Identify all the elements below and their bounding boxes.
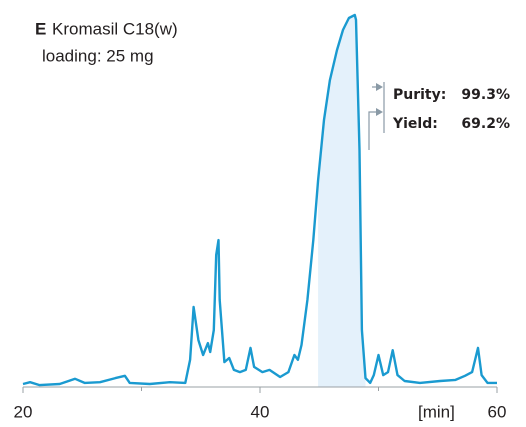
x-axis-label: [min] [418,402,455,421]
trace-line [22,13,497,387]
annotation-value: 69.2% [461,116,510,132]
panel-letter: E [35,19,46,38]
chart-title: Kromasil C18(w) [52,19,178,38]
x-tick-label: 20 [14,402,33,421]
annotation-label: Purity: [393,87,446,103]
annotation-arrow [368,82,385,150]
annotation-label: Yield: [392,116,438,132]
annotation-value: 99.3% [461,87,510,103]
x-tick-label: 60 [488,402,507,421]
x-tick-label: 40 [251,402,270,421]
highlight-area [318,15,366,387]
chart-subtitle: loading: 25 mg [42,46,154,65]
